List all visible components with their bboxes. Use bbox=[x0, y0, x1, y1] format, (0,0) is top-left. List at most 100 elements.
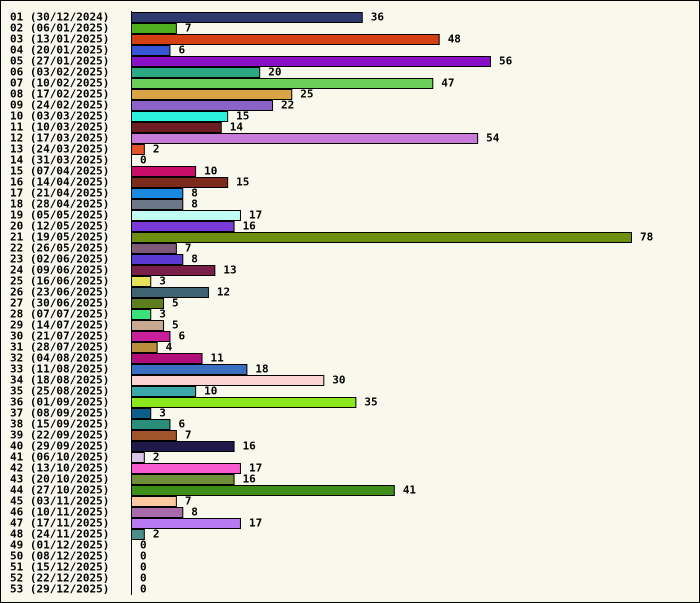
category-label: 44 (27/10/2025) bbox=[10, 484, 109, 497]
category-label: 11 (10/03/2025) bbox=[10, 121, 109, 134]
category-label: 10 (03/03/2025) bbox=[10, 110, 109, 123]
bar bbox=[131, 419, 171, 430]
bar-value-label: 7 bbox=[185, 242, 192, 255]
bar-value-label: 47 bbox=[441, 77, 454, 90]
bar bbox=[131, 463, 241, 474]
bar bbox=[131, 133, 479, 144]
bar bbox=[131, 56, 491, 67]
bar-value-label: 2 bbox=[153, 451, 160, 464]
bar-value-label: 5 bbox=[172, 297, 179, 310]
bar-value-label: 6 bbox=[178, 418, 185, 431]
bar bbox=[131, 309, 152, 320]
category-label: 39 (22/09/2025) bbox=[10, 429, 109, 442]
bar-value-label: 36 bbox=[371, 11, 385, 24]
category-label: 51 (15/12/2025) bbox=[10, 561, 109, 574]
bar-value-label: 18 bbox=[255, 363, 268, 376]
bar-value-label: 17 bbox=[249, 517, 262, 530]
bar-value-label: 8 bbox=[191, 198, 198, 211]
category-label: 52 (22/12/2025) bbox=[10, 572, 109, 585]
bar bbox=[131, 408, 152, 419]
category-label: 29 (14/07/2025) bbox=[10, 319, 109, 332]
bar bbox=[131, 45, 171, 56]
bar bbox=[131, 496, 177, 507]
category-label: 30 (21/07/2025) bbox=[10, 330, 109, 343]
category-label: 25 (16/06/2025) bbox=[10, 275, 109, 288]
category-label: 08 (17/02/2025) bbox=[10, 88, 109, 101]
category-label: 17 (21/04/2025) bbox=[10, 187, 109, 200]
category-label: 33 (11/08/2025) bbox=[10, 363, 109, 376]
bar-value-label: 14 bbox=[230, 121, 244, 134]
bar-value-label: 35 bbox=[364, 396, 377, 409]
bar-value-label: 3 bbox=[159, 407, 166, 420]
category-label: 13 (24/03/2025) bbox=[10, 143, 109, 156]
bar bbox=[131, 474, 235, 485]
bar-value-label: 17 bbox=[249, 209, 262, 222]
bar bbox=[131, 342, 158, 353]
bar-value-label: 3 bbox=[159, 275, 166, 288]
bar-value-label: 8 bbox=[191, 187, 198, 200]
bar-value-label: 12 bbox=[217, 286, 230, 299]
bar-value-label: 7 bbox=[185, 22, 192, 35]
bar-value-label: 25 bbox=[300, 88, 313, 101]
category-label: 38 (15/09/2025) bbox=[10, 418, 109, 431]
bar bbox=[131, 430, 177, 441]
bar bbox=[131, 210, 241, 221]
category-label: 26 (23/06/2025) bbox=[10, 286, 109, 299]
bar bbox=[131, 243, 177, 254]
category-label: 27 (30/06/2025) bbox=[10, 297, 109, 310]
bar-value-label: 10 bbox=[204, 165, 217, 178]
bar bbox=[131, 177, 229, 188]
category-label: 24 (09/06/2025) bbox=[10, 264, 109, 277]
category-label: 35 (25/08/2025) bbox=[10, 385, 109, 398]
category-label: 53 (29/12/2025) bbox=[10, 583, 109, 596]
bar-value-label: 6 bbox=[178, 330, 185, 343]
bar bbox=[131, 67, 261, 78]
category-label: 31 (28/07/2025) bbox=[10, 341, 109, 354]
bar bbox=[131, 287, 209, 298]
bar-value-label: 41 bbox=[403, 484, 417, 497]
bar-value-label: 16 bbox=[243, 440, 257, 453]
bar bbox=[131, 452, 145, 463]
category-label: 45 (03/11/2025) bbox=[10, 495, 109, 508]
bar-value-label: 0 bbox=[140, 550, 147, 563]
bar-value-label: 10 bbox=[204, 385, 217, 398]
bar bbox=[131, 441, 235, 452]
category-label: 42 (13/10/2025) bbox=[10, 462, 109, 475]
category-label: 05 (27/01/2025) bbox=[10, 55, 109, 68]
category-label: 20 (12/05/2025) bbox=[10, 220, 109, 233]
category-label: 49 (01/12/2025) bbox=[10, 539, 109, 552]
bar-value-label: 0 bbox=[140, 539, 147, 552]
category-label: 18 (28/04/2025) bbox=[10, 198, 109, 211]
bar bbox=[131, 518, 241, 529]
bar-value-label: 8 bbox=[191, 506, 198, 519]
bar-value-label: 22 bbox=[281, 99, 294, 112]
category-label: 23 (02/06/2025) bbox=[10, 253, 109, 266]
bar bbox=[131, 78, 434, 89]
bar bbox=[131, 166, 197, 177]
category-label: 04 (20/01/2025) bbox=[10, 44, 109, 57]
bar bbox=[131, 199, 184, 210]
category-label: 01 (30/12/2024) bbox=[10, 11, 109, 24]
bar-value-label: 3 bbox=[159, 308, 166, 321]
category-label: 06 (03/02/2025) bbox=[10, 66, 109, 79]
bar bbox=[131, 122, 222, 133]
bar-value-label: 13 bbox=[223, 264, 236, 277]
category-label: 37 (08/09/2025) bbox=[10, 407, 109, 420]
bar-value-label: 15 bbox=[236, 176, 249, 189]
bar bbox=[131, 188, 184, 199]
category-label: 34 (18/08/2025) bbox=[10, 374, 109, 387]
bar bbox=[131, 375, 325, 386]
bar-value-label: 6 bbox=[178, 44, 185, 57]
bar bbox=[131, 254, 184, 265]
bar bbox=[131, 386, 197, 397]
bar-value-label: 0 bbox=[140, 561, 147, 574]
bar-value-label: 11 bbox=[211, 352, 225, 365]
category-label: 15 (07/04/2025) bbox=[10, 165, 109, 178]
bar-value-label: 48 bbox=[448, 33, 461, 46]
bar-value-label: 7 bbox=[185, 429, 192, 442]
category-label: 36 (01/09/2025) bbox=[10, 396, 109, 409]
bar-value-label: 2 bbox=[153, 143, 160, 156]
bar-value-label: 5 bbox=[172, 319, 179, 332]
category-label: 14 (31/03/2025) bbox=[10, 154, 109, 167]
